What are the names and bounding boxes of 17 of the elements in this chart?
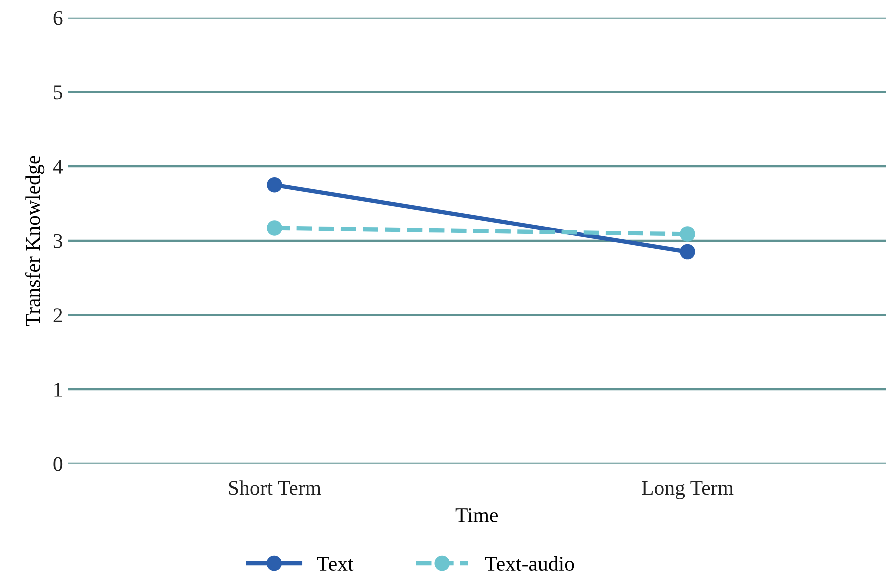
y-tick-label: 1 <box>54 383 62 397</box>
y-tick-label: 3 <box>54 234 63 248</box>
x-tick-label: Long Term <box>642 481 734 500</box>
point <box>267 220 282 236</box>
legend-label: Text <box>317 557 354 572</box>
y-tick-label: 4 <box>53 160 64 174</box>
y-axis-title: Transfer Knowledge <box>25 156 45 326</box>
x-tick-label: Short Term <box>229 480 322 496</box>
y-tick-label: 6 <box>54 11 63 26</box>
point <box>680 226 696 242</box>
legend-label: Text-audio <box>485 556 574 572</box>
y-tick-label: 5 <box>54 86 63 100</box>
y-tick-label: 2 <box>54 308 62 322</box>
point <box>267 178 282 193</box>
y-tick-label: 0 <box>54 457 63 472</box>
x-axis-title: Time <box>456 508 498 522</box>
point <box>680 244 696 260</box>
